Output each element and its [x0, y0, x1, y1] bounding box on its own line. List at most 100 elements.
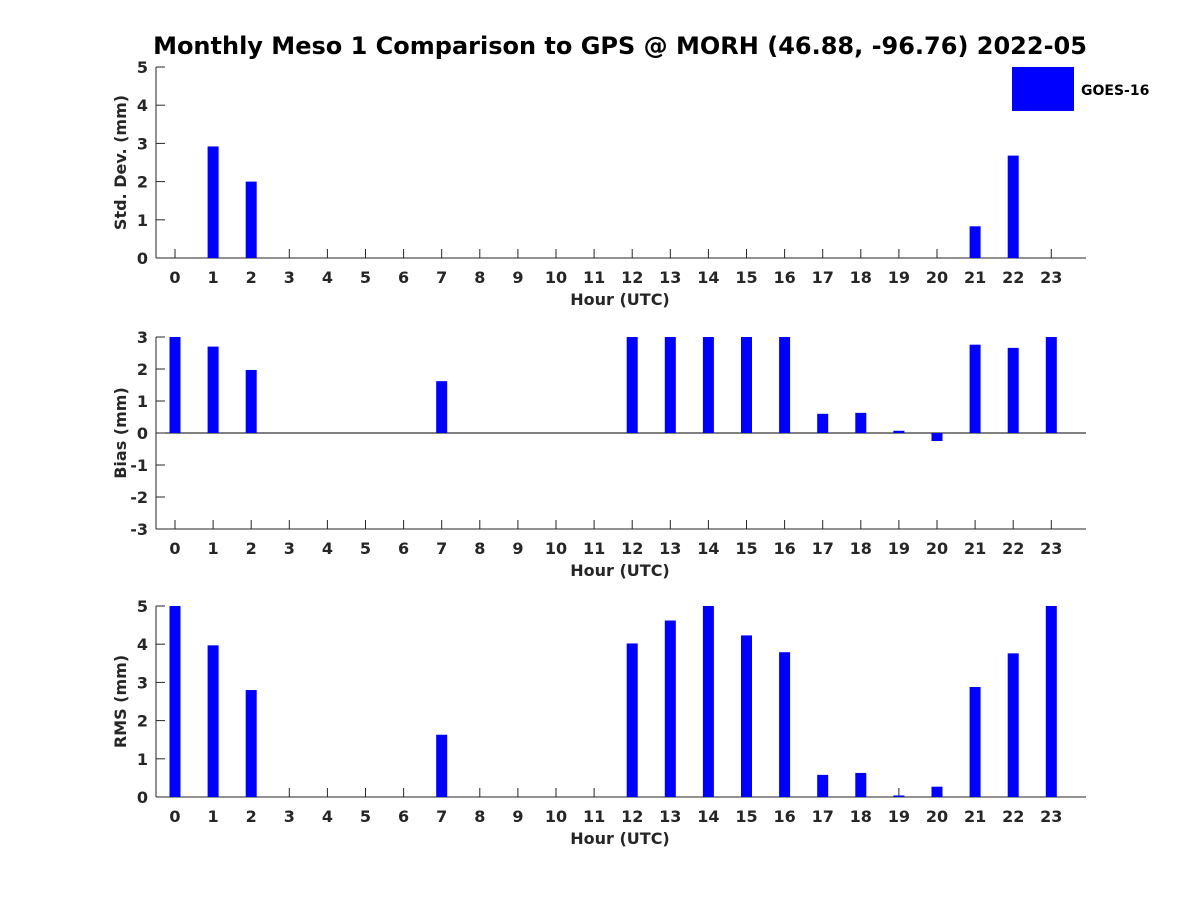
bar-hour-16	[779, 652, 791, 797]
bar-hour-16	[779, 337, 791, 433]
y-axis-label: Bias (mm)	[111, 387, 130, 479]
x-tick-label: 7	[436, 539, 447, 558]
y-tick-label: 0	[137, 424, 148, 443]
x-axis-label: Hour (UTC)	[570, 561, 670, 580]
legend: GOES-16	[1012, 67, 1149, 111]
x-tick-label: 11	[583, 807, 605, 826]
x-tick-label: 20	[926, 539, 948, 558]
bar-hour-20	[931, 786, 943, 797]
x-tick-label: 15	[735, 539, 757, 558]
x-tick-label: 22	[1002, 268, 1024, 287]
x-tick-label: 0	[169, 539, 180, 558]
y-tick-label: 2	[137, 712, 148, 731]
x-tick-label: 0	[169, 807, 180, 826]
x-tick-label: 21	[964, 539, 986, 558]
x-tick-label: 15	[735, 807, 757, 826]
bar-hour-23	[1045, 337, 1057, 433]
x-tick-label: 2	[246, 268, 257, 287]
bar-hour-20	[931, 433, 943, 441]
y-tick-label: 3	[137, 673, 148, 692]
y-tick-label: -2	[130, 488, 148, 507]
x-tick-label: 23	[1040, 539, 1062, 558]
bar-hour-7	[436, 381, 448, 433]
x-tick-label: 14	[697, 268, 719, 287]
bar-hour-15	[741, 337, 752, 433]
y-tick-label: 1	[137, 211, 148, 230]
bar-hour-12	[626, 337, 638, 433]
y-tick-label: 0	[137, 249, 148, 268]
y-tick-label: 2	[137, 360, 148, 379]
bar-hour-18	[855, 772, 867, 797]
x-tick-label: 9	[512, 268, 523, 287]
x-tick-label: 12	[621, 268, 643, 287]
x-tick-label: 3	[284, 268, 295, 287]
bar-hour-22	[1007, 155, 1019, 258]
y-tick-label: 3	[137, 134, 148, 153]
x-tick-label: 17	[812, 539, 834, 558]
bar-hour-17	[817, 413, 829, 433]
bar-hour-19	[893, 795, 905, 797]
x-axis-label: Hour (UTC)	[570, 290, 670, 309]
x-tick-label: 20	[926, 807, 948, 826]
bar-hour-23	[1045, 606, 1057, 797]
x-tick-label: 18	[850, 807, 872, 826]
x-tick-label: 18	[850, 268, 872, 287]
x-tick-label: 13	[659, 539, 681, 558]
x-tick-label: 0	[169, 268, 180, 287]
y-tick-label: 4	[137, 96, 148, 115]
x-tick-label: 10	[545, 807, 567, 826]
x-tick-label: 11	[583, 268, 605, 287]
y-tick-label: 5	[137, 58, 148, 77]
bar-hour-15	[741, 635, 752, 797]
bar-hour-13	[664, 620, 676, 797]
y-tick-label: 0	[137, 788, 148, 807]
x-tick-label: 16	[773, 539, 795, 558]
bar-hour-0	[169, 337, 181, 433]
x-tick-label: 10	[545, 268, 567, 287]
bar-hour-21	[969, 344, 981, 433]
x-tick-label: 4	[322, 807, 333, 826]
bar-hour-19	[893, 430, 905, 433]
x-tick-label: 8	[474, 539, 485, 558]
x-tick-label: 10	[545, 539, 567, 558]
x-tick-label: 14	[697, 807, 719, 826]
x-tick-label: 5	[360, 807, 371, 826]
y-tick-label: 4	[137, 635, 148, 654]
y-tick-label: -1	[130, 456, 148, 475]
x-tick-label: 9	[512, 807, 523, 826]
x-tick-label: 16	[773, 807, 795, 826]
x-tick-label: 21	[964, 807, 986, 826]
x-tick-label: 17	[812, 807, 834, 826]
x-tick-label: 5	[360, 268, 371, 287]
bar-hour-22	[1007, 653, 1019, 797]
x-tick-label: 4	[322, 539, 333, 558]
y-axis-label: RMS (mm)	[111, 655, 130, 748]
x-tick-label: 22	[1002, 539, 1024, 558]
bar-hour-22	[1007, 347, 1019, 433]
x-tick-label: 1	[208, 268, 219, 287]
x-tick-label: 3	[284, 539, 295, 558]
bar-hour-2	[245, 690, 257, 797]
bar-hour-17	[817, 774, 829, 797]
y-tick-label: 3	[137, 328, 148, 347]
x-tick-label: 3	[284, 807, 295, 826]
legend-label-goes-16: GOES-16	[1081, 83, 1149, 99]
x-tick-label: 13	[659, 268, 681, 287]
bar-hour-1	[207, 645, 219, 797]
x-tick-label: 19	[888, 807, 910, 826]
x-tick-label: 19	[888, 268, 910, 287]
bar-hour-7	[436, 734, 448, 797]
legend-swatch-goes-16	[1012, 67, 1074, 111]
y-tick-label: 1	[137, 750, 148, 769]
x-tick-label: 7	[436, 807, 447, 826]
x-tick-label: 12	[621, 807, 643, 826]
bar-hour-0	[169, 606, 181, 797]
x-tick-label: 19	[888, 539, 910, 558]
x-tick-label: 7	[436, 268, 447, 287]
x-tick-label: 15	[735, 268, 757, 287]
